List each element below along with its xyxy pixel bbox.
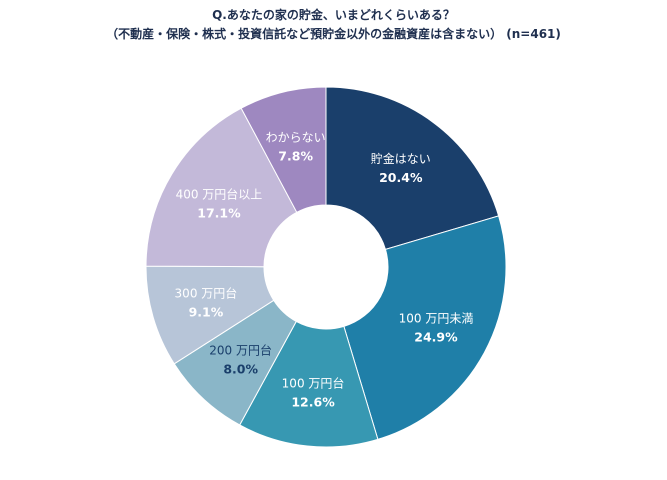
slice-value-label: 8.0% <box>223 361 258 376</box>
slice-label: 400 万円台以上 <box>176 186 263 201</box>
chart-title: Q.あなたの家の貯金、いまどれくらいある？ <box>212 8 455 22</box>
donut-slice <box>343 215 507 440</box>
slice-label: 200 万円台 <box>209 342 272 357</box>
slice-value-label: 7.8% <box>278 149 313 164</box>
slice-value-label: 24.9% <box>414 329 458 344</box>
chart-subtitle: （不動産・保険・株式・投資信託など預貯金以外の金融資産は含まない） (n=461… <box>106 27 561 41</box>
donut-slice <box>239 320 379 448</box>
donut-slice <box>325 86 500 251</box>
donut-slice <box>240 86 327 213</box>
slice-value-label: 17.1% <box>197 205 241 220</box>
slice-value-label: 12.6% <box>291 394 335 409</box>
slice-label: 100 万円未満 <box>399 311 474 325</box>
donut-slice <box>145 107 298 268</box>
slice-value-label: 9.1% <box>189 305 224 320</box>
slice-label: 100 万円台 <box>282 375 345 390</box>
slice-label: 300 万円台 <box>175 286 238 301</box>
slice-label: 貯金はない <box>371 151 431 166</box>
slice-value-label: 20.4% <box>379 170 423 185</box>
chart-title-block: Q.あなたの家の貯金、いまどれくらいある？ （不動産・保険・株式・投資信託など預… <box>0 6 667 44</box>
slice-label: わからない <box>266 131 326 145</box>
